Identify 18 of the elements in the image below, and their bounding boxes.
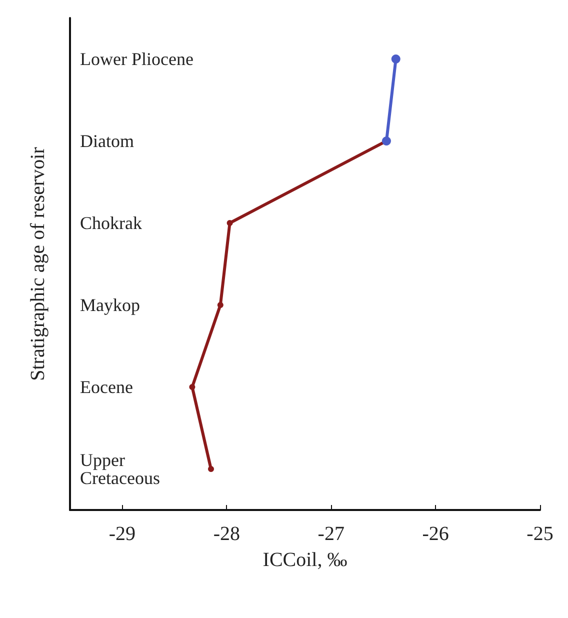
y-tick-label: Diatom bbox=[80, 131, 134, 151]
y-tick-label: Lower Pliocene bbox=[80, 49, 194, 69]
point bbox=[226, 220, 233, 226]
y-tick-label: Upper Cretaceous bbox=[80, 450, 160, 488]
x-tick-label: -27 bbox=[318, 523, 344, 545]
y-tick-label: Chokrak bbox=[80, 213, 142, 233]
y-tick-label: Maykop bbox=[80, 295, 140, 315]
x-axis-title: ICCoil, ‰ bbox=[262, 549, 348, 571]
point bbox=[189, 384, 196, 390]
x-tick-label: -28 bbox=[213, 523, 240, 545]
y-axis-title: Stratigraphic age of reservoir bbox=[27, 146, 49, 381]
point bbox=[391, 54, 400, 64]
y-tick-label: Eocene bbox=[80, 377, 133, 397]
x-tick-label: -25 bbox=[526, 523, 554, 545]
x-tick-label: -26 bbox=[422, 523, 449, 545]
point bbox=[208, 466, 214, 472]
x-tick-label: -29 bbox=[108, 523, 136, 545]
point bbox=[217, 302, 224, 308]
